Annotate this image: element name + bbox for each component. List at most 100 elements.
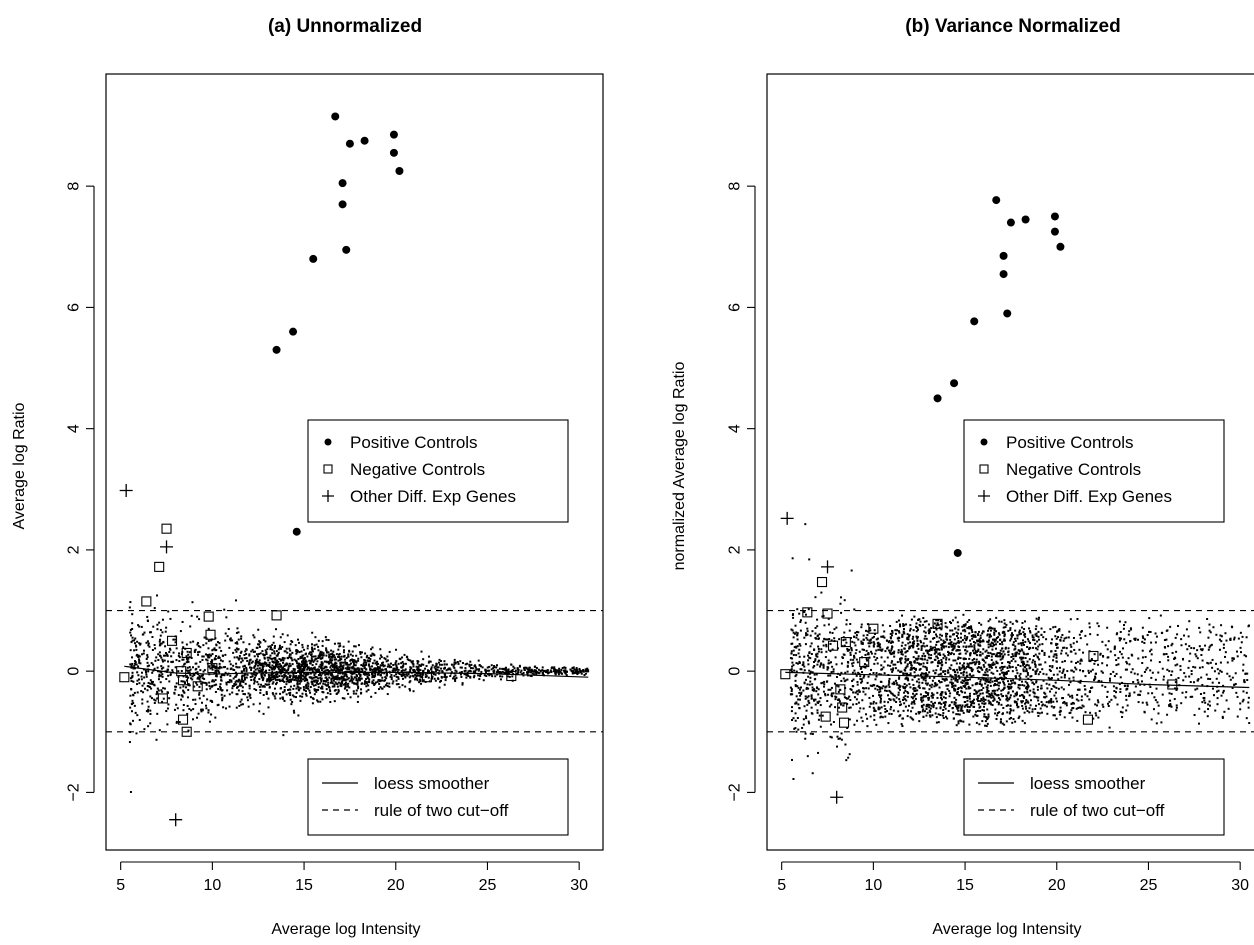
gene-point [924,635,927,638]
gene-point [961,625,964,628]
gene-point [215,683,218,686]
gene-point [974,662,977,665]
gene-point [1175,704,1178,707]
gene-point [238,684,241,687]
gene-point [279,647,282,650]
gene-point [946,632,949,635]
gene-point [900,670,903,673]
gene-point [1026,691,1029,694]
gene-point [186,704,189,707]
gene-point [925,714,928,717]
gene-point [975,661,978,664]
gene-point [358,669,361,672]
gene-point [964,677,967,680]
gene-point [339,672,342,675]
gene-point [211,700,214,703]
gene-point [966,709,969,712]
gene-point [848,629,851,632]
gene-point [1037,630,1040,633]
gene-point [134,711,137,714]
gene-point [1136,638,1139,641]
gene-point [197,653,200,656]
gene-point [402,672,405,675]
gene-point [160,667,163,670]
gene-point [230,679,233,682]
gene-point [137,624,140,627]
gene-point [516,667,519,670]
gene-point [211,668,214,671]
gene-point [409,666,412,669]
gene-point [339,665,342,668]
gene-point [1108,700,1111,703]
gene-point [278,663,281,666]
gene-point [958,713,961,716]
gene-point [804,523,807,526]
gene-point [241,659,244,662]
gene-point [945,658,948,661]
gene-point [428,660,431,663]
gene-point [829,661,832,664]
gene-point [234,648,237,651]
gene-point [1000,693,1003,696]
gene-point [530,671,533,674]
gene-point [1216,668,1219,671]
gene-point [986,688,989,691]
gene-point [327,651,330,654]
gene-point [325,654,328,657]
gene-point [1026,645,1029,648]
gene-point [895,620,898,623]
gene-point [261,666,264,669]
gene-point [283,641,286,644]
gene-point [925,667,928,670]
gene-point [1045,695,1048,698]
gene-point [504,672,507,675]
gene-point [290,657,293,660]
gene-point [1096,704,1099,707]
gene-point [273,650,276,653]
gene-point [1173,657,1176,660]
gene-point [1150,648,1153,651]
gene-point [1025,664,1028,667]
gene-point [236,685,239,688]
gene-point [1122,624,1125,627]
gene-point [152,663,155,666]
gene-point [169,617,172,620]
gene-point [513,667,516,670]
gene-point [875,649,878,652]
gene-point [331,685,334,688]
gene-point [371,672,374,675]
gene-point [1225,639,1228,642]
gene-point [561,666,564,669]
gene-point [508,675,511,678]
gene-point [791,670,794,673]
gene-point [240,698,243,701]
gene-point [186,669,189,672]
gene-point [576,673,579,676]
gene-point [1086,643,1089,646]
gene-point [1038,643,1041,646]
gene-point [346,663,349,666]
gene-point [971,670,974,673]
gene-point [414,673,417,676]
gene-point [261,671,264,674]
gene-point [200,710,203,713]
gene-point [902,623,905,626]
gene-point [188,669,191,672]
gene-point [931,683,934,686]
gene-point [359,677,362,680]
gene-point [256,664,259,667]
gene-point [278,680,281,683]
gene-point [141,698,144,701]
gene-point [401,665,404,668]
series-plus [119,483,183,827]
gene-point [1084,688,1087,691]
gene-point [808,558,811,561]
gene-point [252,703,255,706]
gene-point [308,651,311,654]
gene-point [245,666,248,669]
gene-point [137,654,140,657]
gene-point [564,669,567,672]
gene-point [305,665,308,668]
gene-point [897,710,900,713]
gene-point [418,681,421,684]
